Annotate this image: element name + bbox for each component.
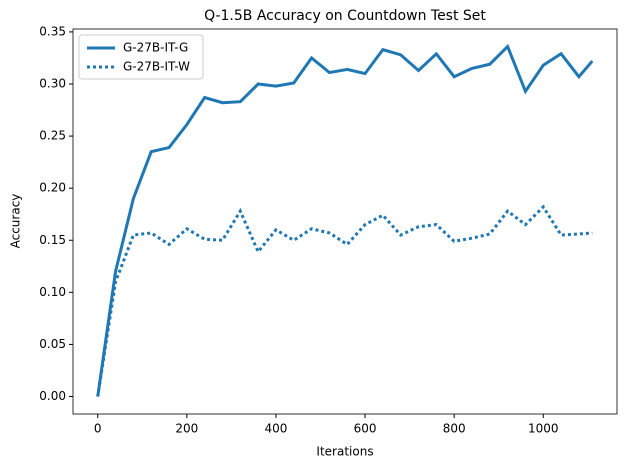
x-tick-label: 600 — [354, 422, 377, 436]
y-tick-label: 0.25 — [39, 129, 66, 143]
y-tick-label: 0.20 — [39, 181, 66, 195]
x-tick-label: 800 — [443, 422, 466, 436]
y-axis-label: Accuracy — [9, 194, 23, 249]
x-tick-label: 0 — [94, 422, 102, 436]
legend-label: G-27B-IT-W — [123, 60, 190, 74]
plot-frame — [72, 28, 618, 415]
x-tick-label: 1000 — [528, 422, 559, 436]
line-series — [96, 204, 593, 397]
y-tick-label: 0.35 — [39, 24, 66, 38]
chart-title: Q-1.5B Accuracy on Countdown Test Set — [204, 8, 486, 24]
y-tick-label: 0.10 — [39, 285, 66, 299]
y-tick-label: 0.15 — [39, 233, 66, 247]
x-axis-label: Iterations — [316, 445, 373, 459]
legend-label: G-27B-IT-G — [123, 41, 188, 55]
y-tick-label: 0.05 — [39, 337, 66, 351]
y-tick-label: 0.00 — [39, 389, 66, 403]
legend-box — [78, 34, 204, 80]
x-tick-label: 200 — [175, 422, 198, 436]
x-tick-label: 400 — [264, 422, 287, 436]
line-series — [96, 43, 594, 397]
y-tick-label: 0.30 — [39, 77, 66, 91]
